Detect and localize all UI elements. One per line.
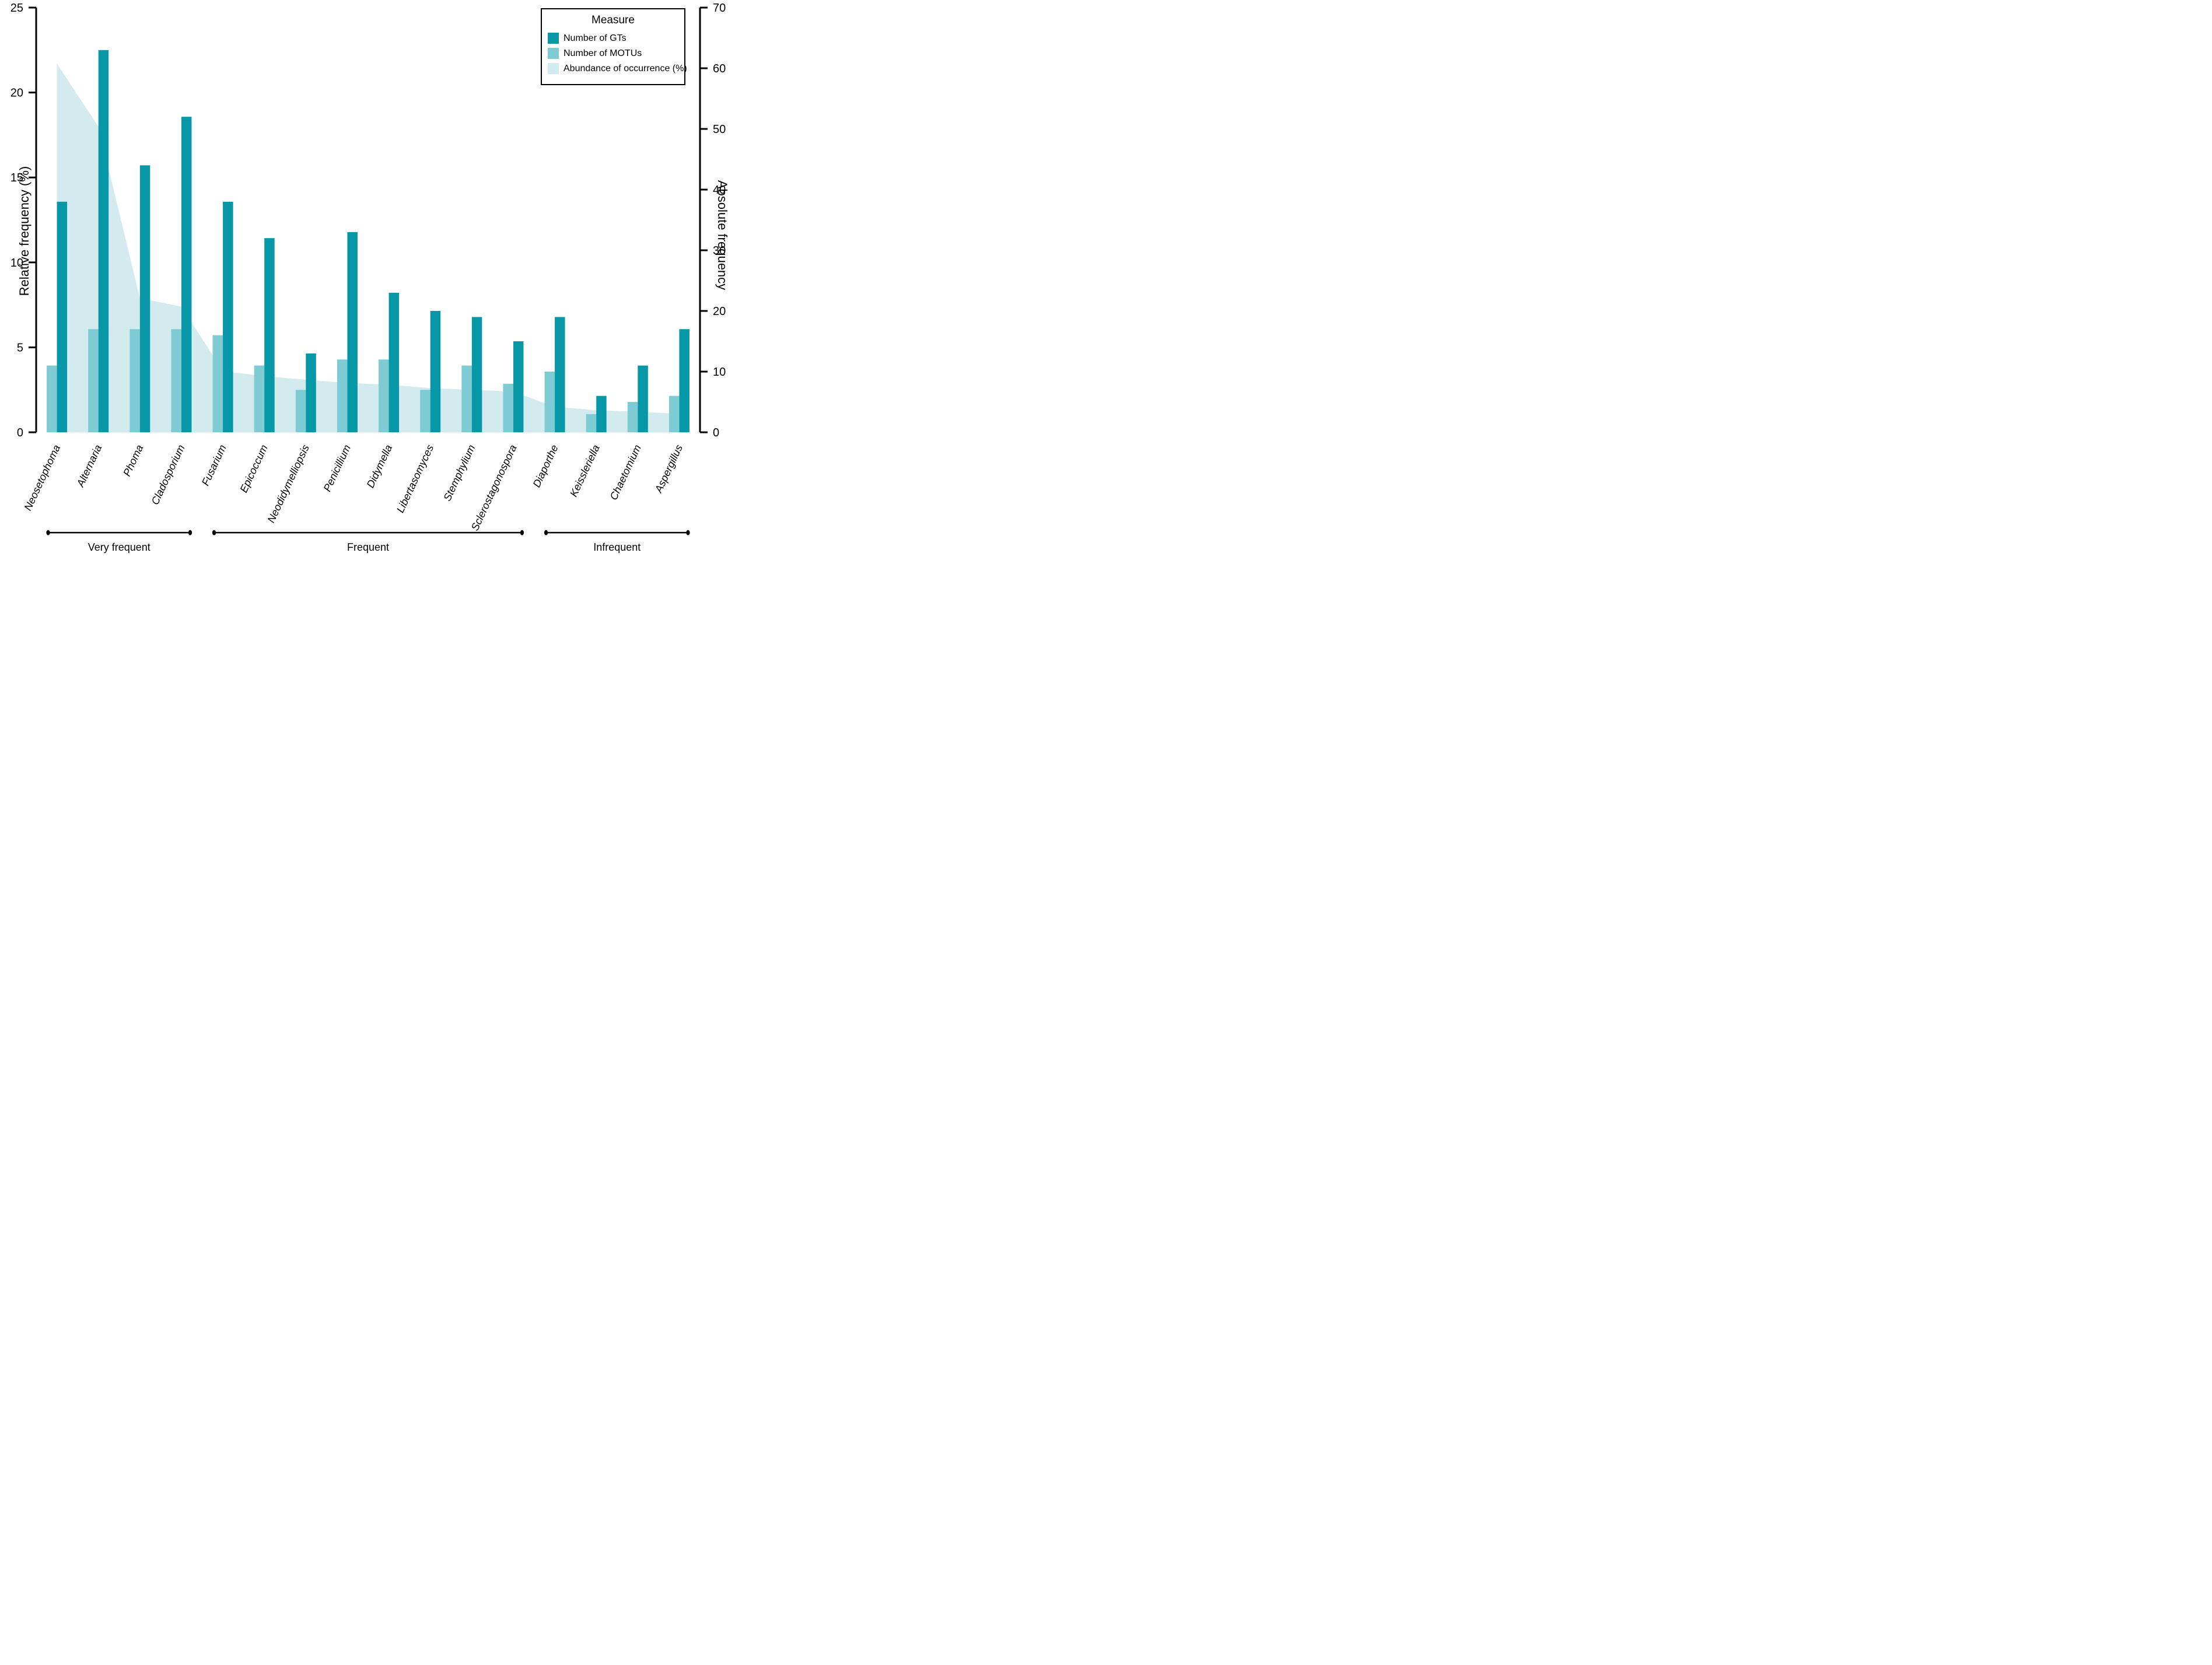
category-label-Penicillium: Penicillium <box>321 443 353 493</box>
motu-bar-Didymella <box>379 359 389 432</box>
motu-bar-Libertasomyces <box>420 390 430 432</box>
chart-figure: 0 5 10 15 20 25 0 10 20 30 40 50 60 70 Neosetophoma Alt… <box>0 0 737 555</box>
legend-label-motus: Number of MOTUs <box>564 48 642 58</box>
right-tick-label-40: 40 <box>713 184 726 197</box>
category-label-Libertasomyces: Libertasomyces <box>394 443 436 515</box>
plot-area: 0 5 10 15 20 25 0 10 20 30 40 50 60 70 Neosetophoma Alt… <box>10 2 726 553</box>
right-axis-title: Absolute frequency <box>715 180 730 291</box>
gt-bar-Cladosporium <box>181 117 192 432</box>
category-label-Fusarium: Fusarium <box>200 443 229 487</box>
right-tick-label-60: 60 <box>713 62 726 75</box>
motu-bar-Phoma <box>130 329 140 432</box>
left-tick-label-20: 20 <box>10 87 23 100</box>
right-tick-label-70: 70 <box>713 2 726 15</box>
right-tick-label-10: 10 <box>713 366 726 379</box>
bracket-dot-right-Infrequent <box>686 530 690 536</box>
motu-bar-Neosetophoma <box>47 365 57 432</box>
gt-bar-Alternaria <box>98 50 109 433</box>
abundance-area <box>57 64 680 432</box>
legend: Measure Number of GTs Number of MOTUs Ab… <box>541 8 687 85</box>
category-label-Neosetophoma: Neosetophoma <box>22 443 62 512</box>
legend-item-motus: Number of MOTUs <box>548 48 678 59</box>
legend-title: Measure <box>592 14 635 26</box>
legend-label-abundance: Abundance of occurrence (%) <box>564 63 687 74</box>
gt-bar-Didymella <box>388 292 400 432</box>
gt-bar-Neosetophoma <box>57 201 68 432</box>
motu-bar-Neodidymelliopsis <box>295 390 306 432</box>
motu-bar-Stemphylium <box>461 365 472 432</box>
bracket-dot-right-Very frequent <box>188 530 192 536</box>
category-label-Keissleriella: Keissleriella <box>568 443 602 499</box>
left-tick-label-0: 0 <box>17 426 23 439</box>
left-tick-label-10: 10 <box>10 257 23 270</box>
motu-bar-Diaporthe <box>544 372 555 432</box>
gt-bar-Libertasomyces <box>430 311 441 432</box>
category-label-Diaporthe: Diaporthe <box>531 443 561 489</box>
gt-bar-Phoma <box>139 165 150 432</box>
legend-swatch-abundance <box>548 63 559 74</box>
group-label-Very frequent: Very frequent <box>88 541 150 553</box>
bracket-dot-right-Frequent <box>520 530 524 536</box>
gt-bar-Aspergillus <box>679 329 690 432</box>
bracket-dot-left-Frequent <box>212 530 216 536</box>
motu-bar-Chaetomium <box>627 402 638 432</box>
category-label-Chaetomium: Chaetomium <box>608 443 643 502</box>
left-tick-label-15: 15 <box>10 172 23 184</box>
gt-bar-Epicoccum <box>264 238 275 432</box>
category-label-Didymella: Didymella <box>365 443 395 489</box>
category-label-Alternaria: Alternaria <box>74 443 104 489</box>
motu-bar-Epicoccum <box>254 365 265 432</box>
category-label-Stemphylium: Stemphylium <box>441 443 477 503</box>
legend-label-gts: Number of GTs <box>564 33 626 43</box>
category-label-Aspergillus: Aspergillus <box>652 443 685 495</box>
right-tick-label-20: 20 <box>713 305 726 318</box>
motu-bar-Aspergillus <box>668 396 680 432</box>
gt-bar-Stemphylium <box>471 317 482 432</box>
right-tick-label-30: 30 <box>713 244 726 257</box>
category-label-Sclerostagonospora: Sclerostagonospora <box>469 443 519 533</box>
left-axis-title: Relative frequency (%) <box>17 166 32 296</box>
group-label-Frequent: Frequent <box>347 541 389 553</box>
gt-bar-Neodidymelliopsis <box>306 353 316 432</box>
category-label-Epicoccum: Epicoccum <box>237 443 270 494</box>
motu-bar-Sclerostagonospora <box>503 383 513 432</box>
right-tick-label-50: 50 <box>713 123 726 136</box>
motu-bar-Keissleriella <box>586 414 597 432</box>
bracket-dot-left-Very frequent <box>46 530 50 536</box>
legend-item-gts: Number of GTs <box>548 33 678 44</box>
legend-swatch-gts <box>548 33 559 44</box>
category-label-Neodidymelliopsis: Neodidymelliopsis <box>265 443 311 524</box>
gt-bar-Fusarium <box>223 201 233 432</box>
motu-bar-Alternaria <box>88 329 99 432</box>
motu-bar-Fusarium <box>212 335 223 432</box>
gt-bar-Penicillium <box>347 232 358 432</box>
motu-bar-Penicillium <box>337 359 348 432</box>
left-tick-label-25: 25 <box>10 2 23 15</box>
group-label-Infrequent: Infrequent <box>593 541 640 553</box>
legend-swatch-motus <box>548 48 559 59</box>
bracket-dot-left-Infrequent <box>544 530 548 536</box>
gt-bar-Diaporthe <box>555 317 565 432</box>
category-label-Cladosporium: Cladosporium <box>149 443 187 506</box>
category-label-Phoma: Phoma <box>121 443 145 478</box>
legend-item-abundance: Abundance of occurrence (%) <box>548 63 687 74</box>
gt-bar-Chaetomium <box>638 365 648 432</box>
left-tick-label-5: 5 <box>17 341 23 354</box>
gt-bar-Keissleriella <box>596 396 607 432</box>
gt-bar-Sclerostagonospora <box>513 341 524 432</box>
motu-bar-Cladosporium <box>171 329 181 432</box>
right-tick-label-0: 0 <box>713 426 719 439</box>
